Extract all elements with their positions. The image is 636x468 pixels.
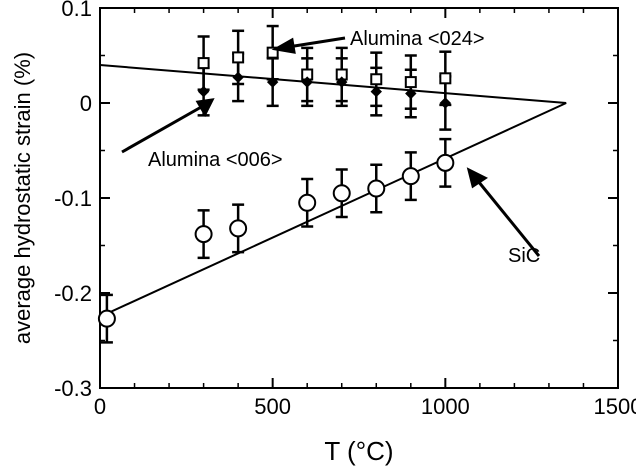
y-axis-label: average hydrostatic strain (%) xyxy=(10,52,35,344)
fit-line xyxy=(99,64,567,104)
alumina-006-point xyxy=(266,76,279,88)
y-tick-label: 0.1 xyxy=(61,0,92,21)
arrow-006-head xyxy=(195,98,215,118)
alumina-006-point xyxy=(405,87,417,100)
x-tick-label: 0 xyxy=(94,394,106,419)
x-axis-label: T (°C) xyxy=(324,436,393,466)
sic-point xyxy=(194,225,213,244)
fit-line xyxy=(99,102,567,318)
sic-point xyxy=(97,309,116,328)
alumina-024-point xyxy=(232,51,245,64)
annotation-arrows xyxy=(121,36,541,257)
alumina-006-point xyxy=(336,76,348,88)
arrow-006-shaft xyxy=(121,104,204,154)
sic-point xyxy=(436,153,455,172)
annotation-sic: SiC xyxy=(508,245,540,267)
sic-point xyxy=(229,219,248,238)
alumina-024-point xyxy=(370,73,383,86)
fit-lines xyxy=(99,64,567,318)
arrow-024-shaft xyxy=(287,36,346,49)
markers xyxy=(97,46,455,328)
alumina-006-point xyxy=(301,76,313,88)
alumina-006-point xyxy=(232,71,244,84)
x-tick-label: 500 xyxy=(254,394,291,419)
y-tick-label: 0 xyxy=(80,91,92,116)
error-bars xyxy=(100,24,452,344)
alumina-006-point xyxy=(197,85,210,98)
alumina-006-point xyxy=(439,97,452,109)
y-tick-label: -0.2 xyxy=(54,281,92,306)
alumina-024-point xyxy=(439,72,452,85)
alumina-006-point xyxy=(370,85,382,98)
arrow-sic-head xyxy=(466,167,488,189)
x-tick-label: 1000 xyxy=(421,394,470,419)
annotation-alumina-024: Alumina <024> xyxy=(350,28,485,50)
sic-point xyxy=(401,167,420,186)
sic-point xyxy=(298,193,317,212)
arrow-024-head xyxy=(271,37,296,54)
annotation-alumina-006: Alumina <006> xyxy=(148,149,283,171)
sic-point xyxy=(332,184,351,203)
alumina-024-point xyxy=(404,76,417,89)
arrow-sic-shaft xyxy=(476,180,541,257)
alumina-024-point xyxy=(266,46,279,59)
sic-point xyxy=(367,179,386,198)
alumina-024-point xyxy=(197,57,210,70)
y-tick-label: -0.1 xyxy=(54,186,92,211)
y-tick-label: -0.3 xyxy=(54,376,92,401)
